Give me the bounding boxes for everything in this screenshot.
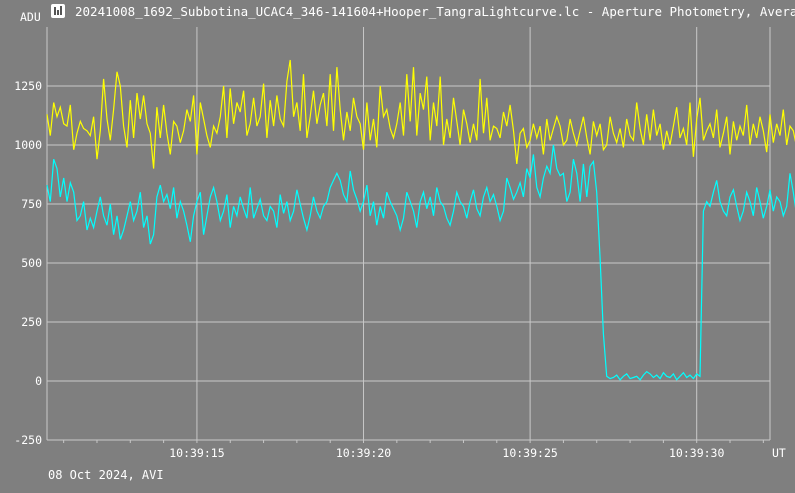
footer-info: 08 Oct 2024, AVI <box>48 468 164 482</box>
y-tick-label: 750 <box>21 197 42 211</box>
chart-labels: -250 0 250 500 750 1000 1250 10:39:15 10:39:20 10… <box>14 10 786 460</box>
chart-grid <box>47 27 770 441</box>
y-tick-label: 0 <box>35 374 42 388</box>
y-tick-label: 250 <box>21 315 42 329</box>
y-tick-label: 500 <box>21 256 42 270</box>
chart-axes <box>46 27 771 443</box>
y-axis-label: ADU <box>20 10 41 24</box>
app-icon[interactable] <box>51 4 65 18</box>
x-unit-label: UT <box>772 446 786 460</box>
chart-series <box>46 59 795 381</box>
series-line-1 <box>46 144 795 381</box>
x-tick-label: 10:39:20 <box>336 446 391 460</box>
x-tick-label: 10:39:25 <box>502 446 557 460</box>
title-bar: 20241008_1692_Subbotina_UCAC4_346-141604… <box>0 0 795 24</box>
y-tick-label: 1000 <box>14 138 42 152</box>
series-line-0 <box>46 59 795 169</box>
x-tick-label: 10:39:15 <box>169 446 224 460</box>
window-title: 20241008_1692_Subbotina_UCAC4_346-141604… <box>75 4 795 19</box>
x-tick-label: 10:39:30 <box>669 446 724 460</box>
y-tick-label: -250 <box>14 433 42 447</box>
y-tick-label: 1250 <box>14 79 42 93</box>
